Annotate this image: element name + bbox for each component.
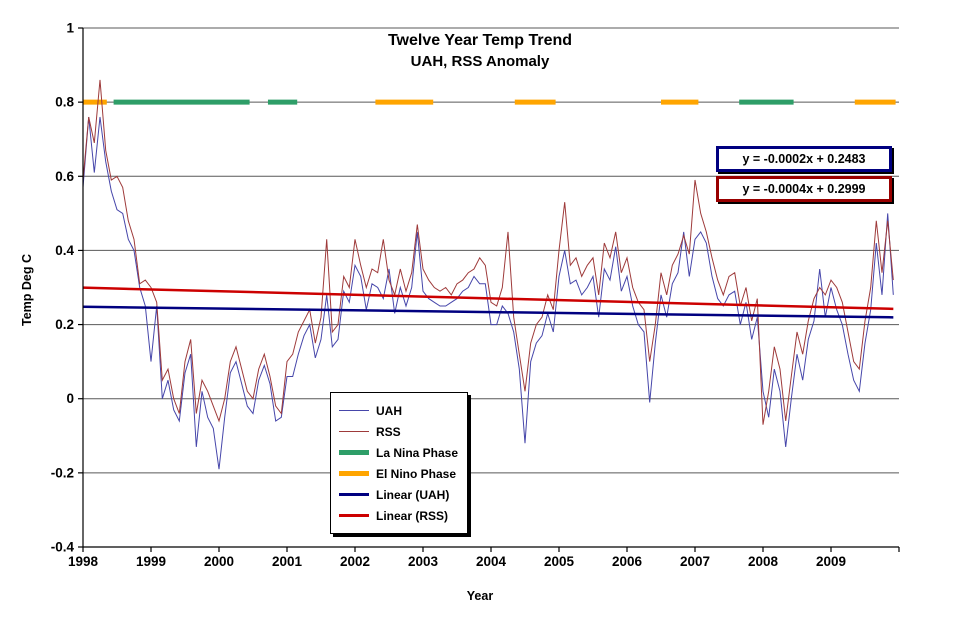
x-tick-label: 2007 xyxy=(680,554,710,569)
y-tick-labels: 1 0.8 0.6 0.4 0.2 0 -0.2 -0.4 xyxy=(51,21,75,555)
legend-line-swatch xyxy=(339,514,369,517)
legend-label: El Nino Phase xyxy=(376,466,457,481)
legend-label: UAH xyxy=(376,403,402,418)
gridlines xyxy=(83,27,899,548)
y-tick-label: 0.2 xyxy=(55,317,74,332)
legend-item: El Nino Phase xyxy=(339,463,458,484)
legend-line-swatch xyxy=(339,431,369,432)
x-tick-labels: 1998 1999 2000 2001 2002 2003 2004 2005 2006 2007… xyxy=(68,554,846,569)
x-tick-label: 2003 xyxy=(408,554,439,569)
x-tick-label: 2000 xyxy=(204,554,234,569)
legend-label: Linear (RSS) xyxy=(376,508,449,523)
x-tick-label: 1999 xyxy=(136,554,166,569)
linear-uah-trend-line xyxy=(82,305,894,319)
y-tick-label: 0.8 xyxy=(55,95,74,110)
legend-item: RSS xyxy=(339,421,458,442)
y-tick-label: 1 xyxy=(66,21,74,36)
x-tick-label: 2006 xyxy=(612,554,643,569)
legend-item: Linear (RSS) xyxy=(339,505,458,526)
uah-trend-equation-box: y = -0.0002x + 0.2483 xyxy=(716,146,892,172)
chart-title-line2: UAH, RSS Anomaly xyxy=(410,53,550,70)
uah-trend-equation-text: y = -0.0002x + 0.2483 xyxy=(742,152,866,166)
legend-item: Linear (UAH) xyxy=(339,484,458,505)
legend-line-swatch xyxy=(339,471,369,476)
legend-line-swatch xyxy=(339,493,369,496)
legend: UAH RSS La Nina Phase El Nino Phase Linear (… xyxy=(330,392,469,534)
legend-label: Linear (UAH) xyxy=(376,487,450,502)
legend-line-swatch xyxy=(339,410,369,411)
x-tick-label: 2001 xyxy=(272,554,303,569)
y-tick-label: -0.4 xyxy=(51,540,75,555)
y-tick-label: 0.4 xyxy=(55,243,74,258)
axes xyxy=(78,27,900,552)
rss-trend-equation-box: y = -0.0004x + 0.2999 xyxy=(716,176,892,202)
legend-item: UAH xyxy=(339,400,458,421)
rss-trend-equation-text: y = -0.0004x + 0.2999 xyxy=(742,182,866,196)
x-tick-label: 2009 xyxy=(816,554,846,569)
legend-label: La Nina Phase xyxy=(376,445,459,460)
x-tick-label: 2002 xyxy=(340,554,370,569)
y-tick-label: 0.6 xyxy=(55,169,74,184)
chart-title: Twelve Year Temp Trend UAH, RSS Anomaly xyxy=(0,30,960,72)
x-axis-title: Year xyxy=(466,589,494,603)
x-tick-label: 2008 xyxy=(748,554,779,569)
y-tick-label: -0.2 xyxy=(51,465,74,480)
chart-title-line1: Twelve Year Temp Trend xyxy=(387,32,573,49)
legend-item: La Nina Phase xyxy=(339,442,458,463)
x-tick-label: 2004 xyxy=(476,554,507,569)
legend-line-swatch xyxy=(339,450,369,455)
linear-rss-trend-line xyxy=(82,286,894,311)
x-tick-label: 2005 xyxy=(544,554,575,569)
legend-label: RSS xyxy=(376,424,401,439)
y-axis-title: Temp Deg C xyxy=(20,254,34,326)
x-tick-label: 1998 xyxy=(68,554,99,569)
rss-series-line xyxy=(82,79,894,425)
y-tick-label: 0 xyxy=(66,391,74,406)
